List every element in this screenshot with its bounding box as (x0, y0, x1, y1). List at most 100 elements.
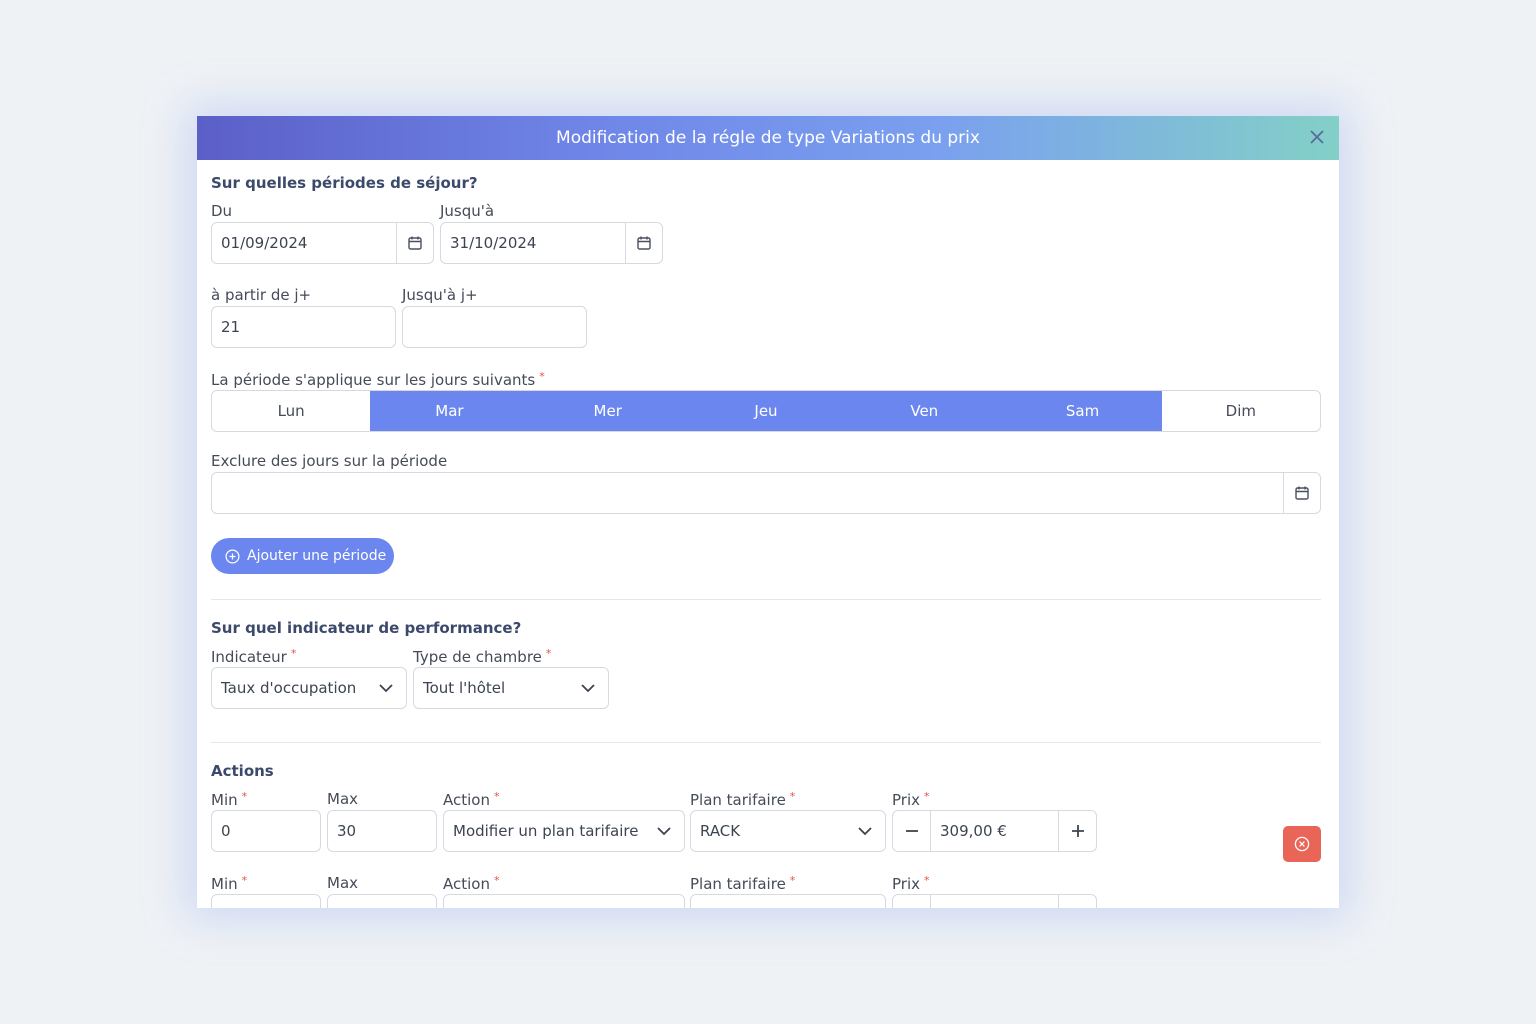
rate-plan-select[interactable] (690, 894, 886, 908)
chevron-down-icon[interactable] (578, 678, 598, 698)
action-select[interactable]: Modifier un plan tarifaire (443, 810, 685, 852)
action-label-text: Action (443, 791, 490, 809)
modal-header: Modification de la régle de type Variati… (197, 116, 1339, 160)
exclude-days-field[interactable] (211, 472, 1321, 514)
actions-section-title: Actions (211, 762, 274, 780)
price-label-text: Prix (892, 791, 920, 809)
required-asterisk: * (924, 790, 930, 803)
day-tue[interactable]: Mar (370, 391, 529, 431)
min-label: Min * (211, 790, 247, 809)
close-icon[interactable] (1305, 125, 1329, 149)
to-date-label: Jusqu'à (440, 202, 495, 220)
minus-icon[interactable] (893, 811, 931, 851)
from-date-value[interactable]: 01/09/2024 (221, 234, 308, 252)
close-circle-icon (1294, 836, 1310, 852)
action-label-text: Action (443, 875, 490, 893)
to-date-value[interactable]: 31/10/2024 (450, 234, 537, 252)
day-wed[interactable]: Mer (528, 391, 687, 431)
day-thu[interactable]: Jeu (686, 391, 846, 431)
required-asterisk: * (924, 874, 930, 887)
plus-circle-icon (225, 549, 240, 563)
min-label-text: Min (211, 875, 238, 893)
from-day-field[interactable]: 21 (211, 306, 396, 348)
days-label: La période s'applique sur les jours suiv… (211, 370, 545, 389)
price-label: Prix * (892, 790, 930, 809)
weekday-selector: Lun Mar Mer Jeu Ven Sam Dim (211, 390, 1321, 432)
room-type-value[interactable]: Tout l'hôtel (423, 679, 506, 697)
modal-title: Modification de la régle de type Variati… (556, 128, 980, 148)
action-value[interactable]: Modifier un plan tarifaire (453, 822, 639, 840)
indicator-label-text: Indicateur (211, 648, 287, 666)
indicator-value[interactable]: Taux d'occupation (221, 679, 357, 697)
from-date-label: Du (211, 202, 233, 220)
rate-plan-label-text: Plan tarifaire (690, 875, 786, 893)
rate-plan-label-text: Plan tarifaire (690, 791, 786, 809)
min-label: Min * (211, 874, 247, 893)
action-label: Action * (443, 790, 499, 809)
price-stepper (892, 894, 1097, 908)
required-asterisk: * (241, 790, 248, 803)
required-asterisk: * (789, 874, 796, 887)
plus-icon[interactable] (1058, 811, 1096, 851)
indicator-section-title: Sur quel indicateur de performance? (211, 619, 522, 637)
indicator-label: Indicateur * (211, 647, 296, 666)
required-asterisk: * (493, 874, 500, 887)
price-value[interactable]: 309,00 € (940, 822, 1007, 840)
delete-action-button[interactable] (1283, 826, 1321, 862)
exclude-days-label: Exclure des jours sur la période (211, 452, 448, 470)
room-type-label-text: Type de chambre (413, 648, 542, 666)
chevron-down-icon[interactable] (855, 821, 875, 841)
min-value[interactable]: 0 (221, 822, 231, 840)
calendar-icon[interactable] (396, 223, 433, 263)
action-label: Action * (443, 874, 499, 893)
add-period-label: Ajouter une période (247, 548, 387, 564)
indicator-select[interactable]: Taux d'occupation (211, 667, 407, 709)
required-asterisk: * (539, 370, 545, 383)
required-asterisk: * (545, 647, 552, 660)
from-day-value[interactable]: 21 (221, 318, 241, 336)
divider (211, 599, 1321, 600)
day-fri[interactable]: Ven (845, 391, 1004, 431)
to-day-label: Jusqu'à j+ (402, 286, 478, 304)
to-date-field[interactable]: 31/10/2024 (440, 222, 663, 264)
rule-modal: Modification de la régle de type Variati… (197, 116, 1339, 908)
days-label-text: La période s'applique sur les jours suiv… (211, 371, 536, 389)
required-asterisk: * (241, 874, 248, 887)
max-input[interactable]: 30 (327, 810, 437, 852)
from-day-label: à partir de j+ (211, 286, 312, 304)
minus-icon[interactable] (893, 895, 931, 908)
periods-section-title: Sur quelles périodes de séjour? (211, 174, 478, 192)
divider (211, 742, 1321, 743)
max-label: Max (327, 874, 359, 892)
plus-icon[interactable] (1058, 895, 1096, 908)
chevron-down-icon[interactable] (654, 821, 674, 841)
day-sun[interactable]: Dim (1225, 402, 1256, 420)
from-date-field[interactable]: 01/09/2024 (211, 222, 434, 264)
action-select[interactable] (443, 894, 685, 908)
max-value[interactable]: 30 (337, 822, 357, 840)
max-input[interactable] (327, 894, 437, 908)
min-input[interactable] (211, 894, 321, 908)
max-label: Max (327, 790, 359, 808)
price-label: Prix * (892, 874, 930, 893)
min-label-text: Min (211, 791, 238, 809)
rate-plan-label: Plan tarifaire * (690, 790, 795, 809)
add-period-button[interactable]: Ajouter une période (211, 538, 394, 574)
modal-body: Sur quelles périodes de séjour? Du 01/09… (211, 160, 1321, 908)
price-label-text: Prix (892, 875, 920, 893)
required-asterisk: * (789, 790, 796, 803)
rate-plan-value[interactable]: RACK (700, 822, 741, 840)
chevron-down-icon[interactable] (376, 678, 396, 698)
min-input[interactable]: 0 (211, 810, 321, 852)
day-mon[interactable]: Lun (277, 402, 305, 420)
to-day-field[interactable] (402, 306, 587, 348)
calendar-icon[interactable] (1283, 473, 1320, 513)
room-type-label: Type de chambre * (413, 647, 551, 666)
rate-plan-select[interactable]: RACK (690, 810, 886, 852)
day-sat[interactable]: Sam (1003, 391, 1162, 431)
required-asterisk: * (290, 647, 297, 660)
calendar-icon[interactable] (625, 223, 662, 263)
room-type-select[interactable]: Tout l'hôtel (413, 667, 609, 709)
rate-plan-label: Plan tarifaire * (690, 874, 795, 893)
price-stepper: 309,00 € (892, 810, 1097, 852)
